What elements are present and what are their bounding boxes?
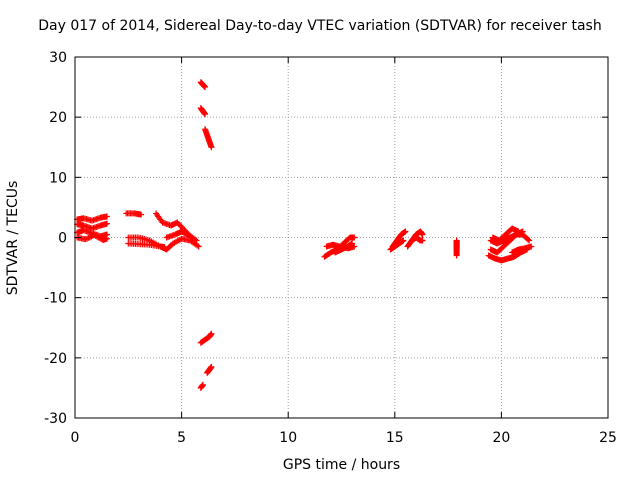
x-tick-label: 0 (71, 430, 80, 446)
data-point (419, 231, 426, 238)
data-point (103, 235, 110, 242)
y-tick-label: 10 (49, 170, 67, 186)
ticks: 0 5 10 15 20 25 -30 -20 -10 0 10 20 30 (44, 50, 617, 446)
data-point (528, 243, 535, 250)
data-point (208, 144, 215, 151)
data-point (402, 228, 409, 235)
x-tick-label: 20 (492, 430, 510, 446)
data-point (195, 243, 202, 250)
data-point (161, 244, 168, 251)
data-point (208, 330, 215, 337)
x-tick-label: 10 (279, 430, 297, 446)
data-point (138, 211, 145, 218)
y-tick-label: -30 (44, 411, 67, 427)
data-point (351, 234, 358, 241)
data-point (193, 237, 200, 244)
x-axis-label: GPS time / hours (282, 457, 401, 473)
x-tick-label: 15 (386, 430, 404, 446)
y-tick-label: 0 (58, 231, 67, 247)
data-point (199, 381, 206, 388)
data-point (419, 237, 426, 244)
x-tick-label: 5 (177, 430, 186, 446)
chart-title: Day 017 of 2014, Sidereal Day-to-day VTE… (38, 18, 602, 34)
y-tick-label: -20 (44, 351, 67, 367)
data-point (525, 236, 532, 243)
data-point (208, 363, 215, 370)
data-point (526, 237, 533, 244)
data-point (103, 213, 110, 220)
data-points (74, 79, 535, 391)
data-point (202, 111, 209, 118)
x-tick-label: 25 (599, 430, 617, 446)
data-point (349, 240, 356, 247)
grid (75, 57, 608, 418)
y-tick-label: 20 (49, 110, 67, 126)
data-point (202, 84, 209, 91)
data-point (515, 228, 522, 235)
data-point (453, 252, 460, 259)
data-point (400, 237, 407, 244)
y-tick-label: 30 (49, 50, 67, 66)
y-tick-label: -10 (44, 291, 67, 307)
data-point (103, 220, 110, 227)
